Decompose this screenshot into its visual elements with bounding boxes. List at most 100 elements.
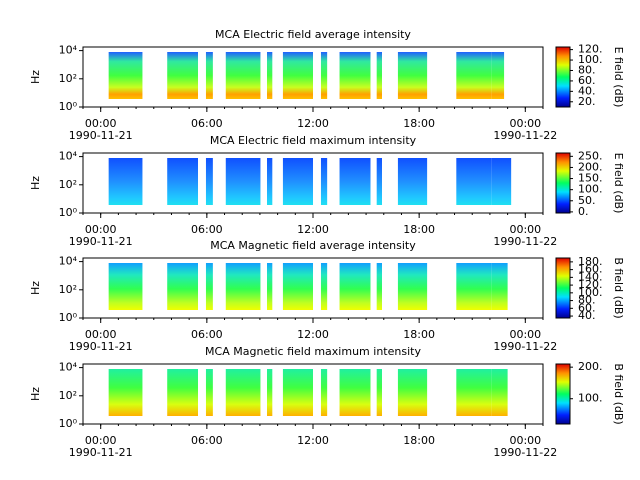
data-segment: [108, 52, 143, 99]
data-segment: [267, 263, 273, 310]
x-date-label: 1990-11-21: [69, 446, 133, 459]
colorbar: [556, 258, 570, 318]
colorbar-tick-label: 20.: [578, 95, 596, 108]
data-segment: [339, 52, 371, 99]
colorbar-label: E field (dB): [612, 153, 625, 214]
data-segment: [167, 52, 198, 99]
data-segment: [108, 263, 143, 310]
data-segment: [320, 263, 328, 310]
data-segment: [491, 263, 508, 310]
x-tick-label: 00:00: [85, 328, 117, 341]
colorbar-tick-label: 40.: [578, 84, 596, 97]
x-tick-label: 06:00: [191, 223, 223, 236]
y-tick-label: 10⁴: [59, 44, 78, 57]
data-segment: [339, 263, 371, 310]
data-segment: [339, 158, 371, 205]
colorbar-tick-label: 100.: [578, 183, 603, 196]
data-segment: [225, 52, 261, 99]
y-axis-label: Hz: [29, 387, 42, 401]
panel-title: MCA Electric field average intensity: [215, 28, 411, 41]
data-segment: [397, 263, 428, 310]
colorbar-tick-label: 200.: [578, 360, 603, 373]
y-tick-label: 10⁴: [59, 255, 78, 268]
colorbar-tick-label: 140.: [578, 270, 603, 283]
data-segment: [205, 369, 213, 416]
colorbar-tick-label: 100.: [578, 53, 603, 66]
colorbar-tick-label: 120.: [578, 43, 603, 56]
data-segment: [267, 369, 273, 416]
x-tick-label: 18:00: [403, 328, 435, 341]
x-tick-label: 06:00: [191, 434, 223, 447]
x-date-label: 1990-11-22: [493, 235, 557, 248]
x-tick-label: 00:00: [509, 328, 541, 341]
data-segment: [167, 263, 198, 310]
data-segment: [267, 52, 273, 99]
x-tick-label: 18:00: [403, 223, 435, 236]
y-tick-label: 10⁰: [59, 311, 78, 324]
data-segment: [376, 158, 382, 205]
data-segment: [282, 52, 313, 99]
data-segment: [167, 369, 198, 416]
colorbar-tick-label: 60.: [578, 301, 596, 314]
colorbar: [556, 364, 570, 424]
data-segment: [267, 158, 273, 205]
data-segment: [320, 158, 328, 205]
y-axis-label: Hz: [29, 70, 42, 84]
y-tick-label: 10⁴: [59, 150, 78, 163]
data-segment: [397, 52, 428, 99]
y-tick-label: 10²: [59, 178, 77, 191]
y-axis-label: Hz: [29, 176, 42, 190]
colorbar-frame: [555, 152, 571, 214]
x-tick-label: 00:00: [85, 223, 117, 236]
panel: MCA Electric field maximum intensity 10⁰ 1…: [29, 134, 625, 248]
colorbar-tick-label: 80.: [578, 63, 596, 76]
x-tick-label: 12:00: [297, 223, 329, 236]
colorbar-label: E field (dB): [612, 47, 625, 108]
data-segment: [491, 52, 505, 99]
data-segment: [397, 158, 428, 205]
x-tick-label: 12:00: [297, 434, 329, 447]
x-tick-label: 18:00: [403, 117, 435, 130]
data-segment: [282, 369, 313, 416]
y-tick-label: 10⁰: [59, 417, 78, 430]
x-tick-label: 00:00: [509, 434, 541, 447]
colorbar-tick-label: 60.: [578, 74, 596, 87]
y-tick-label: 10⁰: [59, 206, 78, 219]
colorbar: [556, 153, 570, 213]
x-tick-label: 18:00: [403, 434, 435, 447]
colorbar-tick-label: 150.: [578, 172, 603, 185]
data-segment: [282, 263, 313, 310]
data-segment: [456, 52, 492, 99]
x-tick-label: 00:00: [509, 117, 541, 130]
colorbar-tick-label: 50.: [578, 194, 596, 207]
x-tick-label: 06:00: [191, 328, 223, 341]
data-segment: [225, 369, 261, 416]
x-tick-label: 12:00: [297, 117, 329, 130]
data-segment: [339, 369, 371, 416]
data-segment: [225, 158, 261, 205]
x-tick-label: 00:00: [85, 117, 117, 130]
data-segment: [491, 158, 512, 205]
data-segment: [320, 369, 328, 416]
colorbar-label: B field (dB): [612, 257, 625, 318]
y-tick-label: 10²: [59, 389, 77, 402]
x-date-label: 1990-11-21: [69, 235, 133, 248]
x-tick-label: 12:00: [297, 328, 329, 341]
data-segment: [376, 263, 382, 310]
panel: MCA Magnetic field maximum intensity 10⁰ 1…: [29, 345, 625, 459]
colorbar-tick-label: 180.: [578, 255, 603, 268]
y-tick-label: 10⁴: [59, 361, 78, 374]
data-segment: [108, 369, 143, 416]
data-segment: [320, 52, 328, 99]
data-segment: [167, 158, 198, 205]
x-date-label: 1990-11-22: [493, 129, 557, 142]
data-segment: [456, 369, 492, 416]
colorbar-frame: [555, 46, 571, 108]
data-segment: [456, 158, 492, 205]
x-tick-label: 06:00: [191, 117, 223, 130]
colorbar-tick-label: 100.: [578, 286, 603, 299]
panel-title: MCA Electric field maximum intensity: [210, 134, 417, 147]
panel-title: MCA Magnetic field average intensity: [210, 239, 416, 252]
colorbar-tick-label: 160.: [578, 263, 603, 276]
